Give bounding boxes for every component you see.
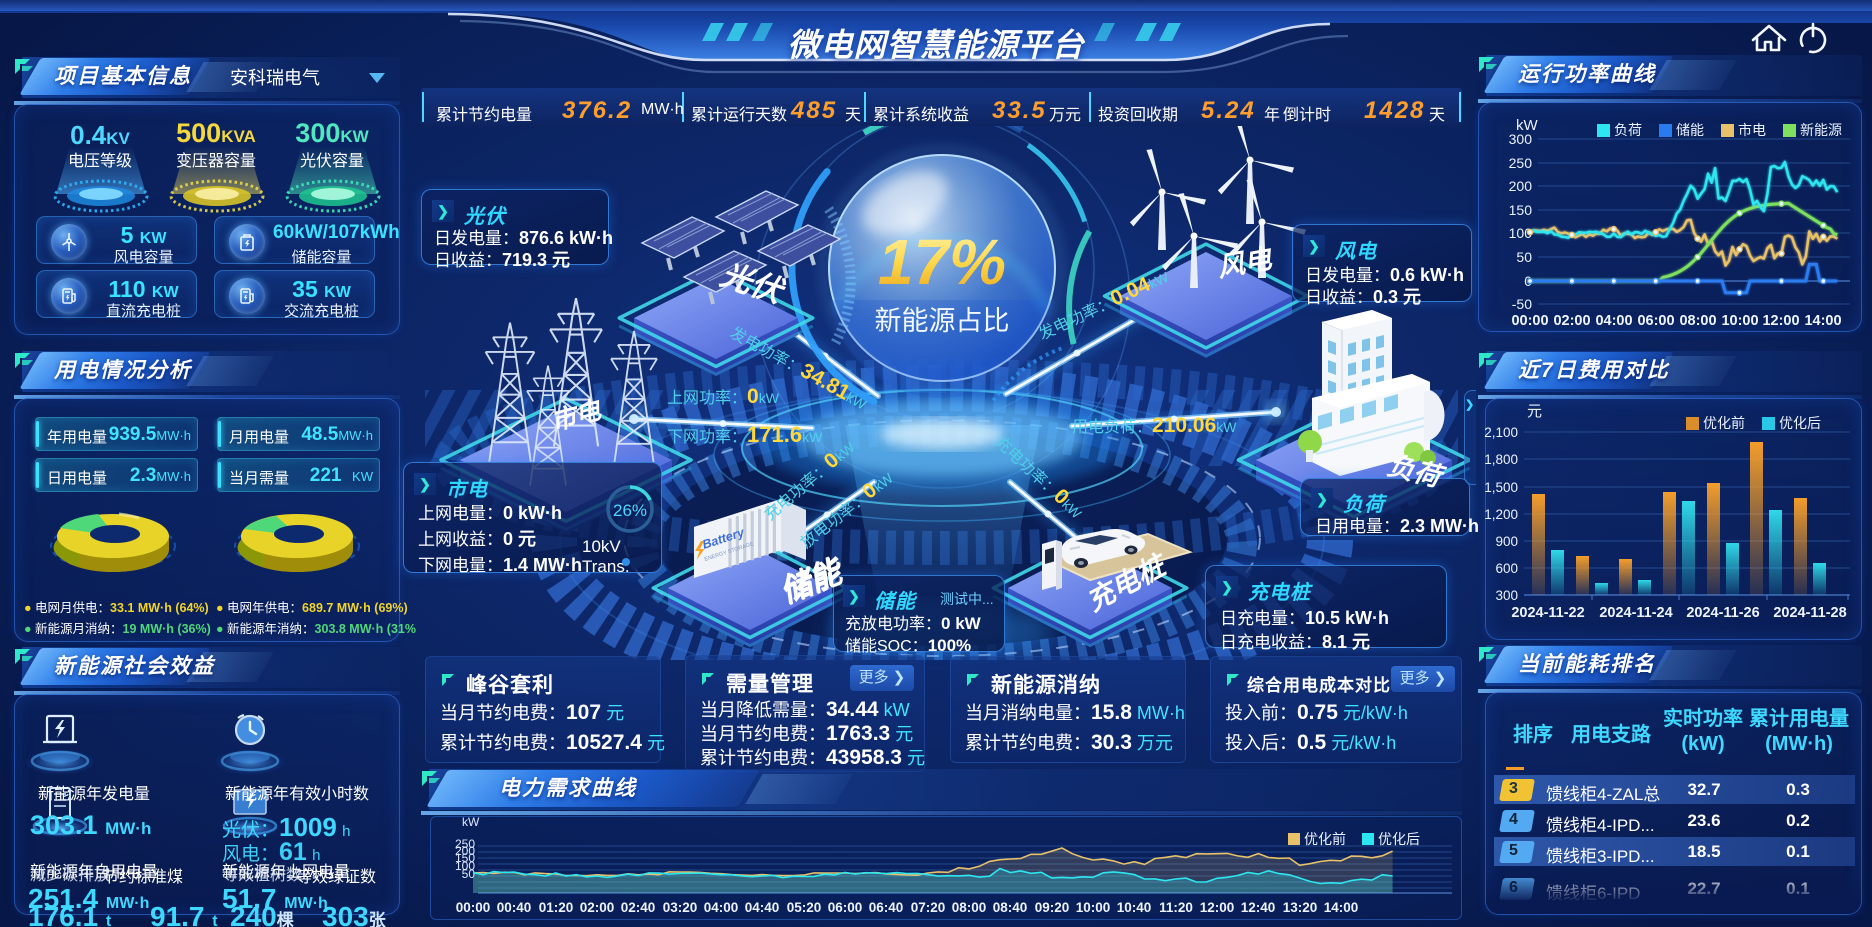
svg-text:250: 250 bbox=[455, 837, 475, 851]
svg-text:100: 100 bbox=[1509, 225, 1533, 241]
svg-text:200: 200 bbox=[1509, 178, 1533, 194]
svg-text:09:20: 09:20 bbox=[1035, 900, 1070, 915]
svg-text:04:00: 04:00 bbox=[704, 900, 739, 915]
svg-text:150: 150 bbox=[455, 851, 475, 865]
svg-text:200: 200 bbox=[455, 844, 475, 858]
svg-text:12:40: 12:40 bbox=[1241, 900, 1276, 915]
svg-text:kW: kW bbox=[462, 815, 480, 829]
svg-text:1,200: 1,200 bbox=[1484, 507, 1518, 522]
svg-text:负荷: 负荷 bbox=[1614, 122, 1642, 138]
svg-text:300: 300 bbox=[1509, 131, 1533, 147]
svg-text:优化前: 优化前 bbox=[1703, 415, 1745, 431]
svg-text:10:00: 10:00 bbox=[1076, 900, 1111, 915]
svg-text:2024-11-24: 2024-11-24 bbox=[1599, 605, 1672, 621]
svg-text:2024-11-28: 2024-11-28 bbox=[1773, 605, 1846, 621]
svg-text:用电负荷：210.06kW: 用电负荷：210.06kW bbox=[1072, 414, 1237, 437]
svg-text:1,800: 1,800 bbox=[1484, 452, 1518, 467]
svg-text:市电: 市电 bbox=[1738, 122, 1766, 138]
svg-text:900: 900 bbox=[1495, 534, 1518, 549]
svg-text:00:00: 00:00 bbox=[1511, 313, 1548, 329]
svg-text:03:20: 03:20 bbox=[663, 900, 698, 915]
svg-text:12:00: 12:00 bbox=[1762, 313, 1799, 329]
svg-text:06:00: 06:00 bbox=[828, 900, 863, 915]
svg-text:元: 元 bbox=[1527, 403, 1542, 420]
svg-text:14:00: 14:00 bbox=[1324, 900, 1359, 915]
svg-text:07:20: 07:20 bbox=[911, 900, 946, 915]
svg-text:新能源: 新能源 bbox=[1800, 122, 1842, 138]
svg-text:300: 300 bbox=[1495, 588, 1518, 603]
svg-text:02:00: 02:00 bbox=[1553, 313, 1590, 329]
svg-text:100: 100 bbox=[455, 859, 475, 873]
svg-text:13:20: 13:20 bbox=[1283, 900, 1318, 915]
svg-text:02:00: 02:00 bbox=[580, 900, 615, 915]
svg-text:08:40: 08:40 bbox=[993, 900, 1028, 915]
svg-text:00:40: 00:40 bbox=[497, 900, 532, 915]
svg-text:02:40: 02:40 bbox=[621, 900, 656, 915]
svg-text:2024-11-22: 2024-11-22 bbox=[1511, 605, 1584, 621]
svg-text:150: 150 bbox=[1509, 202, 1533, 218]
svg-text:08:00: 08:00 bbox=[952, 900, 987, 915]
svg-text:新能源占比: 新能源占比 bbox=[875, 306, 1010, 336]
svg-text:17%: 17% bbox=[878, 226, 1006, 298]
svg-text:01:20: 01:20 bbox=[539, 900, 574, 915]
svg-text:10:00: 10:00 bbox=[1721, 313, 1758, 329]
svg-text:08:00: 08:00 bbox=[1679, 313, 1716, 329]
svg-text:50: 50 bbox=[462, 867, 476, 881]
svg-text:kW: kW bbox=[1516, 117, 1539, 134]
svg-text:06:40: 06:40 bbox=[869, 900, 904, 915]
svg-text:06:00: 06:00 bbox=[1637, 313, 1674, 329]
svg-text:优化后: 优化后 bbox=[1378, 831, 1420, 847]
svg-text:10:40: 10:40 bbox=[1117, 900, 1152, 915]
svg-text:26%: 26% bbox=[613, 501, 647, 520]
svg-text:2,100: 2,100 bbox=[1484, 425, 1518, 440]
svg-text:250: 250 bbox=[1509, 155, 1533, 171]
svg-text:04:40: 04:40 bbox=[745, 900, 780, 915]
svg-text:05:20: 05:20 bbox=[787, 900, 822, 915]
svg-text:04:00: 04:00 bbox=[1595, 313, 1632, 329]
svg-text:12:00: 12:00 bbox=[1200, 900, 1235, 915]
svg-text:优化前: 优化前 bbox=[1304, 831, 1346, 847]
svg-text:11:20: 11:20 bbox=[1159, 900, 1193, 915]
svg-text:2024-11-26: 2024-11-26 bbox=[1686, 605, 1759, 621]
svg-text:优化后: 优化后 bbox=[1779, 415, 1821, 431]
svg-text:00:00: 00:00 bbox=[456, 900, 491, 915]
svg-text:储能: 储能 bbox=[1676, 122, 1704, 138]
svg-text:储能: 储能 bbox=[776, 553, 850, 610]
svg-text:负荷: 负荷 bbox=[1384, 450, 1449, 493]
svg-text:-50: -50 bbox=[1512, 296, 1532, 312]
svg-text:50: 50 bbox=[1516, 249, 1532, 265]
svg-text:14:00: 14:00 bbox=[1804, 313, 1841, 329]
svg-text:上网功率：0kW: 上网功率：0kW bbox=[667, 385, 780, 408]
svg-text:1,500: 1,500 bbox=[1484, 480, 1518, 495]
svg-text:600: 600 bbox=[1495, 561, 1518, 576]
